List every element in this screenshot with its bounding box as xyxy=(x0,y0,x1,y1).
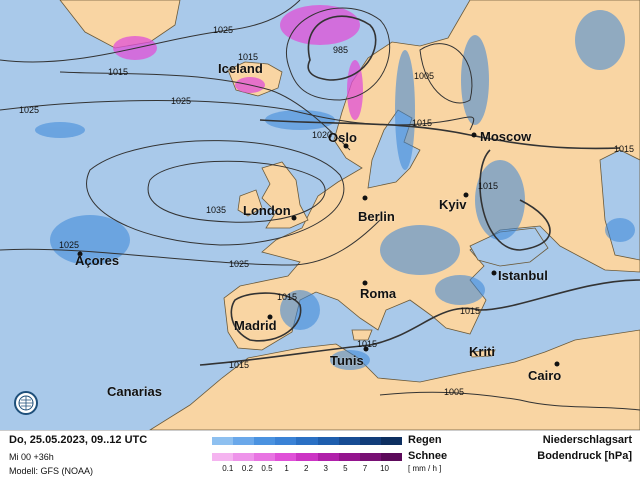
isobar-label: 1005 xyxy=(444,387,464,397)
isobar-label: 1015 xyxy=(229,360,249,370)
isobar-label: 1015 xyxy=(614,144,634,154)
map-title-pressure: Bodendruck [hPa] xyxy=(537,450,632,462)
snow-color-step xyxy=(233,453,255,461)
rain-color-step xyxy=(359,437,381,445)
model-run: Mi 00 +36h xyxy=(9,452,54,462)
tick-label: 0.2 xyxy=(241,464,253,473)
rain-color-step xyxy=(275,437,297,445)
city-label: Roma xyxy=(360,286,397,301)
rain-color-step xyxy=(296,437,318,445)
model-name: Modell: GFS (NOAA) xyxy=(9,466,94,476)
isobar-label: 1015 xyxy=(238,52,258,62)
city-label: Açores xyxy=(75,253,119,268)
isobar-label: 1025 xyxy=(213,25,233,35)
snow-color-step xyxy=(296,453,318,461)
tick-label: 0.5 xyxy=(261,464,273,473)
rain-colorbar xyxy=(212,437,402,445)
weather-map: Iceland Oslo Moscow London Berlin Kyiv A… xyxy=(0,0,640,430)
isobar-label: 1025 xyxy=(19,105,39,115)
rain-color-step xyxy=(338,437,360,445)
city-label: Istanbul xyxy=(498,268,548,283)
city-label: Oslo xyxy=(328,130,357,145)
map-title-precip-type: Niederschlagsart xyxy=(542,434,632,446)
rain-color-step xyxy=(254,437,276,445)
isobar-label: 1005 xyxy=(414,71,434,81)
city-label: Canarias xyxy=(107,384,162,399)
city-label: Moscow xyxy=(480,129,532,144)
snow-color-step xyxy=(212,453,234,461)
isobars xyxy=(0,0,640,411)
city-label: London xyxy=(243,203,291,218)
city-label: Berlin xyxy=(358,209,395,224)
isobar-label: 1020 xyxy=(312,130,332,140)
snow-label: Schnee xyxy=(408,450,448,462)
city-label: Cairo xyxy=(528,368,561,383)
isobar-label: 1025 xyxy=(171,96,191,106)
tick-label: 5 xyxy=(343,464,348,473)
rain-color-step xyxy=(212,437,234,445)
snow-color-step xyxy=(275,453,297,461)
isobar-label: 985 xyxy=(333,45,348,55)
rain-color-step xyxy=(380,437,402,445)
rain-color-step xyxy=(233,437,255,445)
isobar-label: 1015 xyxy=(412,118,432,128)
city-label: Iceland xyxy=(218,61,263,76)
tick-label: 0.1 xyxy=(222,464,234,473)
city-label: Kriti xyxy=(469,344,495,359)
globe-icon[interactable] xyxy=(14,391,38,415)
snow-color-step xyxy=(338,453,360,461)
isobar-label: 1015 xyxy=(277,292,297,302)
city-labels: Iceland Oslo Moscow London Berlin Kyiv A… xyxy=(75,61,562,400)
forecast-date: Do, 25.05.2023, 09..12 UTC xyxy=(9,434,148,446)
isobar-label: 1035 xyxy=(206,205,226,215)
isobar-label: 1015 xyxy=(460,306,480,316)
tick-label: 1 xyxy=(284,464,289,473)
snow-color-step xyxy=(359,453,381,461)
isobar-label: 1015 xyxy=(357,339,377,349)
snow-color-step xyxy=(317,453,339,461)
snow-color-step xyxy=(380,453,402,461)
city-label: Tunis xyxy=(330,353,364,368)
isobar-label: 1025 xyxy=(229,259,249,269)
tick-label: 3 xyxy=(323,464,328,473)
rain-label: Regen xyxy=(408,434,442,446)
colorbar-ticks: 0.1 0.2 0.5 1 2 3 5 7 10 xyxy=(218,464,394,473)
snow-color-step xyxy=(254,453,276,461)
tick-label: 2 xyxy=(303,464,309,473)
isobar-labels: 1025 1015 1015 985 1005 1025 1025 1015 1… xyxy=(19,25,634,397)
isobar-label: 1025 xyxy=(59,240,79,250)
snow-colorbar xyxy=(212,453,402,461)
tick-label: 7 xyxy=(362,464,368,473)
city-label: Madrid xyxy=(234,318,277,333)
isobar-label: 1015 xyxy=(108,67,128,77)
city-dots xyxy=(77,132,560,367)
legend-panel: Do, 25.05.2023, 09..12 UTC Mi 00 +36h Mo… xyxy=(0,430,640,479)
rain-color-step xyxy=(317,437,339,445)
city-label: Kyiv xyxy=(439,197,467,212)
isobar-label: 1015 xyxy=(478,181,498,191)
tick-label: 10 xyxy=(380,464,389,473)
unit-label: [ mm / h ] xyxy=(408,464,442,473)
